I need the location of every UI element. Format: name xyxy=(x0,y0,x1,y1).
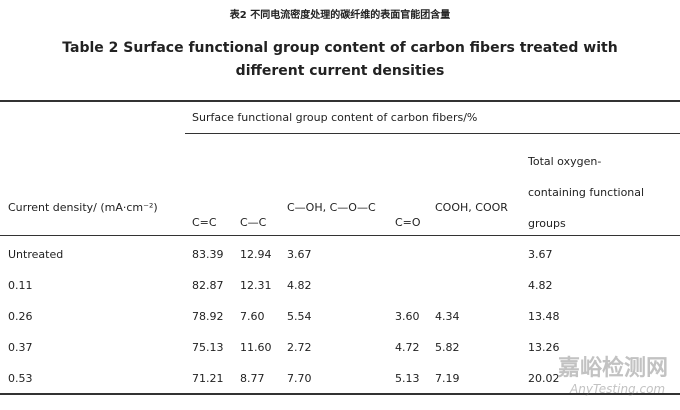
cell: 2.72 xyxy=(287,341,312,354)
cell: 11.60 xyxy=(240,341,272,354)
cell: 8.77 xyxy=(240,372,265,385)
caption-cn: 表2 不同电流密度处理的碳纤维的表面官能团含量 xyxy=(229,10,451,21)
cell: 3.67 xyxy=(528,248,553,261)
cell: 78.92 xyxy=(192,310,224,323)
cell: 7.70 xyxy=(287,372,312,385)
cell: 4.82 xyxy=(287,279,312,292)
group-header: Surface functional group content of carb… xyxy=(192,111,478,124)
cell: 75.13 xyxy=(192,341,224,354)
watermark-cn: 嘉峪检测网 xyxy=(558,356,669,381)
bottom-rule xyxy=(0,393,680,395)
cell: 82.87 xyxy=(192,279,224,292)
table-title: Table 2 Surface functional group content… xyxy=(62,40,618,79)
column-header: C—OH, C—O—C xyxy=(287,201,376,214)
group-rule xyxy=(185,133,680,134)
cell: 3.60 xyxy=(395,310,420,323)
column-header: C=C xyxy=(192,216,217,229)
cell: 20.02 xyxy=(528,372,560,385)
column-header: Current density/ (mA·cm⁻²) xyxy=(8,201,158,214)
watermark-en: AnyTesting.com xyxy=(570,382,666,396)
cell: 12.31 xyxy=(240,279,272,292)
cell: 4.72 xyxy=(395,341,420,354)
column-header: C—C xyxy=(240,216,267,229)
cell: 71.21 xyxy=(192,372,224,385)
cell: 4.34 xyxy=(435,310,460,323)
cell: Untreated xyxy=(8,248,64,261)
cell: 0.26 xyxy=(8,310,33,323)
cell: 7.60 xyxy=(240,310,265,323)
cell: 5.54 xyxy=(287,310,312,323)
cell: 0.11 xyxy=(8,279,33,292)
header-rule xyxy=(0,235,680,236)
column-header: Total oxygen-containing functional group… xyxy=(528,155,645,230)
cell: 83.39 xyxy=(192,248,224,261)
cell: 13.26 xyxy=(528,341,560,354)
cell: 4.82 xyxy=(528,279,553,292)
top-rule xyxy=(0,100,680,102)
column-header: COOH, COOR xyxy=(435,201,508,214)
cell: 7.19 xyxy=(435,372,460,385)
cell: 5.82 xyxy=(435,341,460,354)
cell: 0.37 xyxy=(8,341,33,354)
cell: 5.13 xyxy=(395,372,420,385)
cell: 3.67 xyxy=(287,248,312,261)
cell: 12.94 xyxy=(240,248,272,261)
cell: 0.53 xyxy=(8,372,33,385)
cell: 13.48 xyxy=(528,310,560,323)
column-header: C=O xyxy=(395,216,421,229)
